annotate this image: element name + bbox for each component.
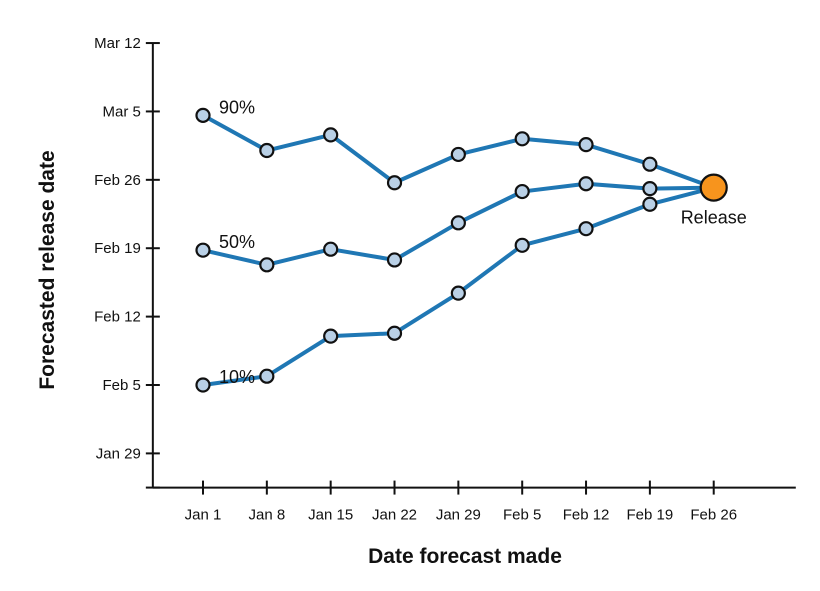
x-tick-label-5: Feb 5	[503, 507, 541, 524]
y-tick-label-3: Feb 19	[94, 240, 141, 257]
series-2-point-0	[195, 377, 211, 393]
y-tick-label-6: Mar 12	[94, 35, 141, 52]
series-2-point-2	[323, 328, 339, 344]
x-tick-label-2: Jan 15	[308, 507, 353, 524]
series-1-point-3	[386, 252, 403, 268]
series-1-point-6	[578, 176, 594, 192]
x-tick-label-4: Jan 29	[436, 507, 481, 524]
y-tick-label-5: Mar 5	[102, 103, 140, 120]
x-tick-label-6: Feb 12	[563, 507, 610, 524]
series-1-point-2	[323, 241, 339, 257]
y-axis-title: Forecasted release date	[36, 150, 59, 389]
series-label-2: 10%	[219, 367, 255, 387]
series-2-point-1	[259, 368, 275, 384]
series-2-point-3	[386, 325, 403, 341]
x-tick-label-7: Feb 19	[627, 507, 674, 524]
x-axis-title: Date forecast made	[368, 545, 562, 568]
x-tick-label-1: Jan 8	[248, 507, 285, 524]
series-2-point-7	[642, 196, 658, 212]
series-0-point-6	[578, 137, 594, 153]
y-tick-label-1: Feb 5	[102, 377, 140, 394]
series-1-point-0	[195, 242, 211, 258]
series-0-point-4	[450, 146, 466, 163]
ticks: Jan 1 Jan 8 Jan 15 Jan 22 Jan 29 Feb 5 Feb 12 F…	[94, 35, 737, 524]
x-tick-label-3: Jan 22	[372, 507, 417, 524]
series-label-1: 50%	[219, 232, 255, 252]
series-lines	[195, 107, 728, 393]
x-tick-label-8: Feb 26	[690, 507, 737, 524]
release-label: Release	[681, 208, 747, 228]
series-0-point-7	[642, 156, 658, 172]
series-1-point-5	[514, 183, 530, 200]
series-0-point-0	[195, 107, 211, 123]
y-tick-label-4: Feb 26	[94, 172, 141, 189]
series-2-point-4	[450, 285, 466, 301]
x-tick-label-0: Jan 1	[185, 507, 222, 524]
series-1-point-7	[642, 181, 658, 197]
series-0-point-3	[386, 175, 403, 191]
series-label-0: 90%	[219, 97, 255, 117]
series-0-point-2	[323, 127, 339, 143]
series-2-point-6	[578, 221, 594, 237]
labels: 90% 50% 10% Release	[219, 97, 747, 387]
series-1-point-4	[450, 215, 466, 231]
y-tick-label-2: Feb 12	[94, 309, 141, 326]
y-tick-label-0: Jan 29	[96, 445, 141, 462]
series-0-point-5	[514, 131, 530, 147]
series-2-point-5	[514, 237, 530, 253]
series-0-point-1	[259, 142, 275, 159]
axes	[151, 43, 796, 489]
series-1-point-1	[259, 257, 275, 273]
release-point	[699, 173, 728, 202]
